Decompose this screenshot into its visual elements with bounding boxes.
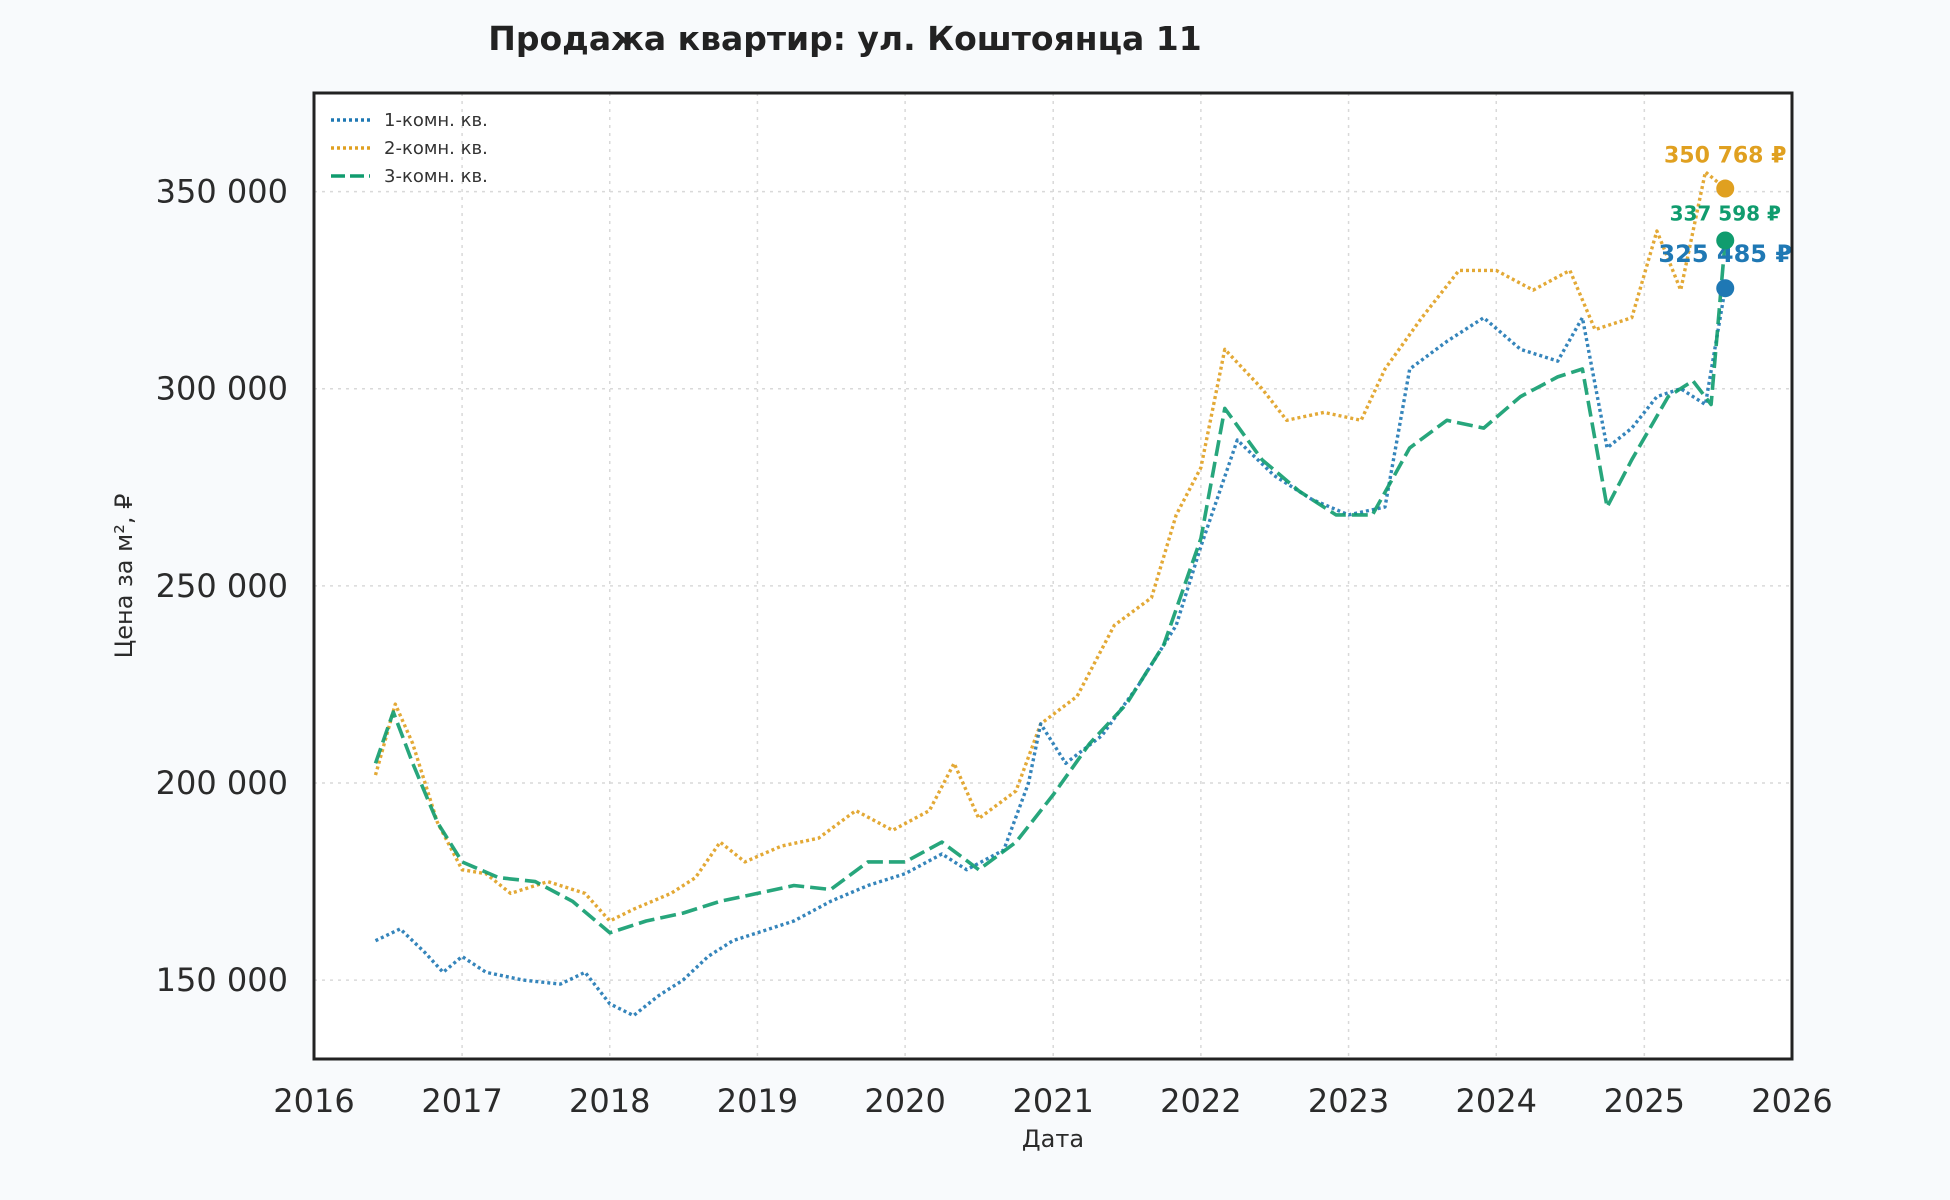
y-tick-label: 350 000 [156, 173, 288, 211]
series-line-2 [373, 170, 1727, 923]
end-value-label-2: 350 768 ₽ [1664, 144, 1786, 169]
x-tick-label: 2021 [1012, 1082, 1093, 1120]
x-tick-label: 2024 [1456, 1082, 1537, 1120]
x-axis-ticks: 2016 2017 2018 2019 2020 2021 2022 2023 2024 2025… [273, 1082, 1832, 1120]
grid [314, 93, 1792, 1059]
legend-label-3: 3-комн. кв. [384, 166, 488, 187]
x-tick-label: 2019 [717, 1082, 798, 1120]
x-tick-label: 2018 [569, 1082, 650, 1120]
x-tick-label: 2026 [1751, 1082, 1832, 1120]
y-axis-ticks: 150 000 200 000 250 000 300 000 350 000 [156, 173, 288, 1000]
x-tick-label: 2020 [864, 1082, 945, 1120]
legend-label-2: 2-комн. кв. [384, 138, 488, 159]
y-axis-label: Цена за м², ₽ [110, 494, 138, 659]
x-tick-label: 2023 [1308, 1082, 1389, 1120]
x-axis-label: Дата [1022, 1125, 1084, 1153]
series-layer [373, 170, 1727, 1018]
series-line-3 [373, 240, 1727, 935]
y-tick-label: 200 000 [156, 764, 288, 802]
chart-title: Продажа квартир: ул. Коштоянца 11 [488, 19, 1201, 58]
end-markers: 325 485 ₽350 768 ₽337 598 ₽ [1658, 144, 1792, 298]
x-tick-label: 2022 [1160, 1082, 1241, 1120]
series-line-1 [374, 287, 1727, 1018]
x-tick-label: 2016 [273, 1082, 354, 1120]
end-value-label-3: 337 598 ₽ [1670, 201, 1781, 225]
y-tick-label: 300 000 [156, 370, 288, 408]
y-tick-label: 150 000 [156, 961, 288, 999]
y-tick-label: 250 000 [156, 567, 288, 605]
legend-label-1: 1-комн. кв. [384, 110, 488, 131]
x-tick-label: 2017 [421, 1082, 502, 1120]
plot-frame [312, 91, 1794, 1061]
legend: 1-комн. кв. 2-комн. кв. 3-комн. кв. [331, 110, 488, 187]
end-point-2 [1716, 179, 1735, 198]
x-tick-label: 2025 [1604, 1082, 1685, 1120]
end-point-1 [1716, 279, 1735, 298]
end-point-3 [1716, 231, 1735, 250]
